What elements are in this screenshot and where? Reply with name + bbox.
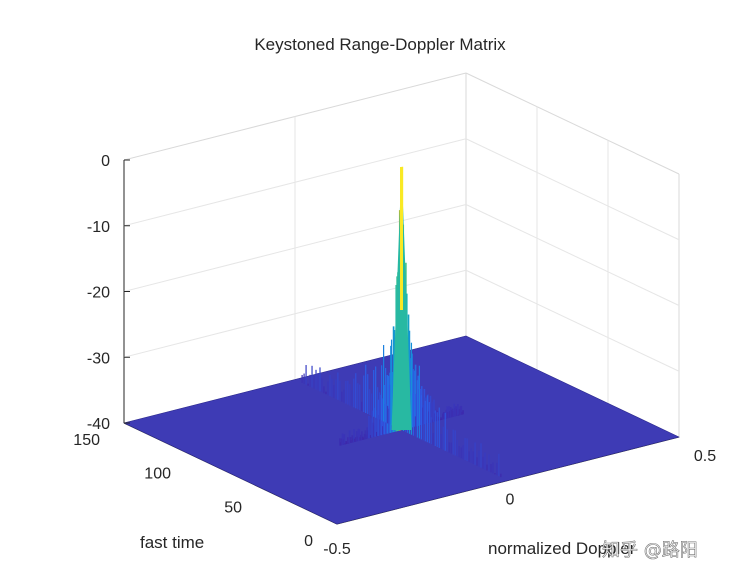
z-tick-label: 0 — [101, 153, 110, 170]
z-tick-label: -10 — [87, 219, 110, 236]
x-tick-label: 0 — [506, 492, 515, 509]
y-tick-label: 50 — [224, 499, 242, 516]
grid-line — [465, 204, 680, 306]
tick-labels: 0 -10 -20 -30 -40 0 50 100 150 -0.5 0 0.5 — [73, 153, 716, 558]
grid-lines — [123, 106, 680, 404]
chart-title: Keystoned Range-Doppler Matrix — [254, 35, 506, 54]
y-tick-label: 100 — [144, 466, 171, 483]
z-tick-label: -30 — [87, 350, 110, 367]
x-tick-label: 0.5 — [694, 448, 716, 465]
peak-spikes — [301, 166, 502, 478]
z-tick-label: -20 — [87, 285, 110, 302]
watermark: 知乎 @路阳 — [602, 540, 698, 561]
y-axis-label: fast time — [140, 533, 204, 552]
z-tick-label: -40 — [87, 416, 110, 433]
wall-edge — [465, 72, 680, 175]
x-axis-label: normalized Doppler — [488, 539, 636, 558]
y-tick-label: 0 — [304, 533, 313, 550]
x-tick-label: -0.5 — [323, 541, 351, 558]
grid-line — [465, 138, 680, 241]
grid-line — [465, 269, 680, 372]
y-tick-label: 150 — [73, 432, 100, 449]
